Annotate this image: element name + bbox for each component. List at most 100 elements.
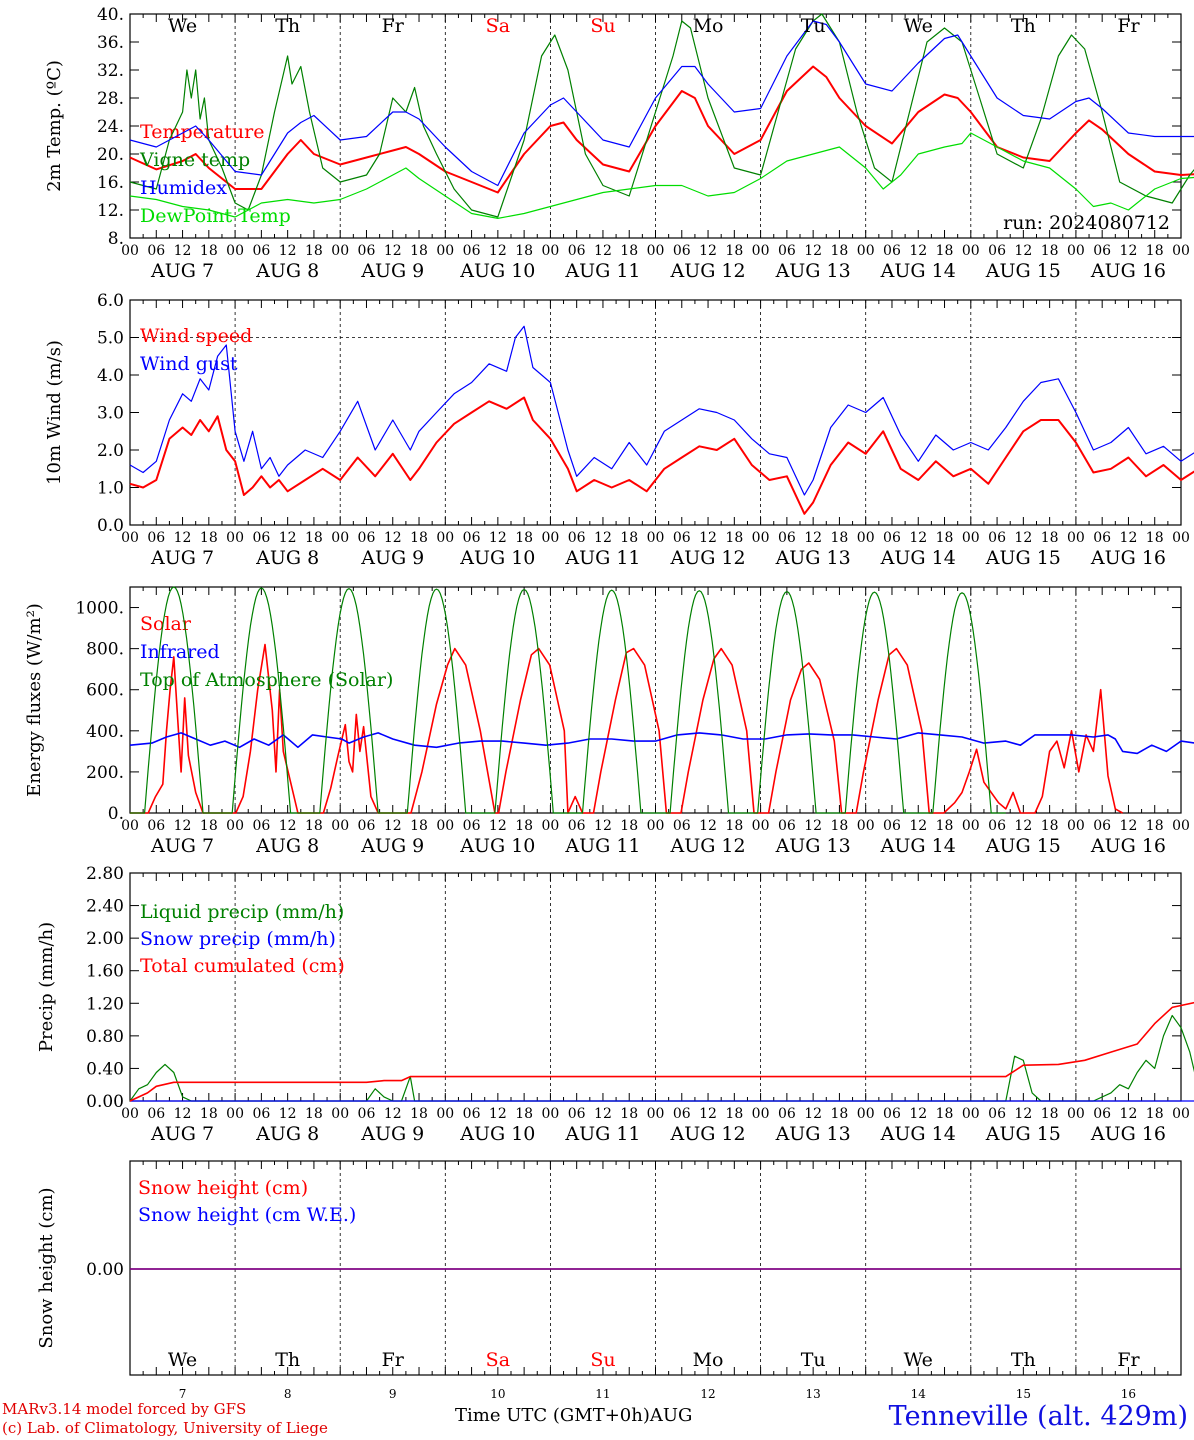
hour-tick-label: 06 bbox=[568, 1106, 586, 1122]
hour-tick-label: 06 bbox=[463, 530, 481, 546]
hour-tick-label: 06 bbox=[778, 1106, 796, 1122]
hour-tick-label: 00 bbox=[121, 1106, 139, 1122]
hour-tick-label: 12 bbox=[489, 243, 507, 259]
legend-item: Temperature bbox=[140, 121, 264, 143]
y-axis-label: Energy fluxes (W/m²) bbox=[24, 603, 45, 797]
hour-tick-label: 18 bbox=[410, 530, 428, 546]
hour-tick-label: 18 bbox=[1146, 243, 1164, 259]
panel-temperature: 8. 12. 16. 20. 24. 28. 32. 36. 40. 2m Temp. (ºC) 0… bbox=[44, 5, 1194, 282]
y-tick-label: 40. bbox=[97, 5, 124, 25]
panel-energy: 0. 200. 400. 600. 800. 1000. Energy fluxes (W/… bbox=[24, 586, 1194, 857]
hour-tick-label: 00 bbox=[331, 818, 349, 834]
date-label: AUG 13 bbox=[775, 835, 851, 857]
weekday-label: Su bbox=[590, 1349, 615, 1371]
hour-tick-label: 18 bbox=[515, 1106, 533, 1122]
hour-tick-label: 12 bbox=[909, 243, 927, 259]
hour-tick-label: 18 bbox=[1041, 818, 1059, 834]
hour-tick-label: 12 bbox=[909, 530, 927, 546]
y-tick-label: 24. bbox=[97, 117, 124, 137]
y-tick-label: 0.00 bbox=[86, 1092, 124, 1112]
legend-item: DewPoint Temp bbox=[140, 205, 291, 227]
series-line-infrared bbox=[129, 732, 1194, 755]
date-label: AUG 12 bbox=[669, 260, 745, 282]
legend-item: Liquid precip (mm/h) bbox=[140, 901, 344, 923]
legend-item: Snow precip (mm/h) bbox=[140, 928, 336, 950]
hour-tick-label: 00 bbox=[436, 530, 454, 546]
hour-tick-label: 18 bbox=[725, 1106, 743, 1122]
day-number-label: 11 bbox=[595, 1387, 610, 1401]
hour-tick-label: 06 bbox=[568, 530, 586, 546]
hour-tick-label: 06 bbox=[988, 243, 1006, 259]
hour-tick-label: 18 bbox=[620, 243, 638, 259]
legend-item: Vigne temp bbox=[139, 149, 250, 171]
hour-tick-label: 18 bbox=[725, 530, 743, 546]
hour-tick-label: 12 bbox=[1120, 243, 1138, 259]
hour-tick-label: 12 bbox=[909, 818, 927, 834]
hour-tick-label: 06 bbox=[883, 243, 901, 259]
hour-tick-label: 18 bbox=[1146, 1106, 1164, 1122]
weekday-label: Fr bbox=[1117, 15, 1140, 37]
hour-tick-label: 06 bbox=[1093, 1106, 1111, 1122]
y-tick-label: 600. bbox=[86, 681, 124, 701]
hour-tick-label: 12 bbox=[699, 243, 717, 259]
hour-tick-label: 12 bbox=[384, 530, 402, 546]
hour-tick-label: 06 bbox=[988, 818, 1006, 834]
hour-tick-label: 06 bbox=[358, 818, 376, 834]
date-label: AUG 9 bbox=[360, 835, 424, 857]
hour-tick-label: 00 bbox=[1067, 1106, 1085, 1122]
hour-tick-label: 06 bbox=[252, 818, 270, 834]
hour-tick-label: 00 bbox=[541, 818, 559, 834]
series-line-vigne-temp bbox=[129, 13, 1194, 218]
date-label: AUG 10 bbox=[459, 547, 535, 569]
hour-tick-label: 18 bbox=[1146, 818, 1164, 834]
hour-tick-label: 06 bbox=[252, 1106, 270, 1122]
y-tick-label: 200. bbox=[86, 763, 124, 783]
day-number-label: 12 bbox=[700, 1387, 715, 1401]
hour-tick-label: 12 bbox=[1120, 818, 1138, 834]
weekday-label: We bbox=[168, 1349, 197, 1371]
y-tick-label: 800. bbox=[86, 640, 124, 660]
hour-tick-label: 00 bbox=[1172, 818, 1190, 834]
hour-tick-label: 18 bbox=[200, 243, 218, 259]
hour-tick-label: 06 bbox=[147, 1106, 165, 1122]
hour-tick-label: 18 bbox=[831, 818, 849, 834]
hour-tick-label: 06 bbox=[358, 243, 376, 259]
hour-tick-label: 06 bbox=[568, 243, 586, 259]
hour-tick-label: 00 bbox=[226, 818, 244, 834]
hour-tick-label: 00 bbox=[436, 243, 454, 259]
legend-item: Infrared bbox=[140, 641, 220, 663]
weekday-label: Sa bbox=[486, 1349, 510, 1371]
hour-tick-label: 12 bbox=[279, 243, 297, 259]
panel-wind: 0.0 1.0 2.0 3.0 4.0 5.0 6.0 10m Wind (m/s) 00 06 1… bbox=[44, 291, 1194, 569]
weekday-label: Tu bbox=[801, 1349, 826, 1371]
date-label: AUG 12 bbox=[669, 1123, 745, 1145]
series-line-wind-speed bbox=[129, 396, 1194, 515]
hour-tick-label: 00 bbox=[752, 243, 770, 259]
date-label: AUG 14 bbox=[880, 1123, 956, 1145]
day-number-label: 10 bbox=[490, 1387, 505, 1401]
date-label: AUG 16 bbox=[1090, 1123, 1166, 1145]
panel-precip: 0.00 0.40 0.80 1.20 1.60 2.00 2.40 2.80 Precip (… bbox=[36, 864, 1194, 1145]
hour-tick-label: 00 bbox=[857, 818, 875, 834]
hour-tick-label: 18 bbox=[1041, 243, 1059, 259]
hour-tick-label: 00 bbox=[647, 1106, 665, 1122]
hour-tick-label: 18 bbox=[1146, 530, 1164, 546]
hour-tick-label: 12 bbox=[174, 243, 192, 259]
hour-tick-label: 12 bbox=[174, 818, 192, 834]
hour-tick-label: 18 bbox=[305, 243, 323, 259]
date-label: AUG 9 bbox=[360, 547, 424, 569]
date-label: AUG 9 bbox=[360, 260, 424, 282]
hour-tick-label: 00 bbox=[647, 818, 665, 834]
hour-tick-label: 18 bbox=[936, 243, 954, 259]
y-tick-label: 2.0 bbox=[97, 441, 124, 461]
hour-tick-label: 06 bbox=[147, 818, 165, 834]
y-axis-label: Precip (mm/h) bbox=[36, 922, 57, 1052]
hour-tick-label: 06 bbox=[883, 1106, 901, 1122]
hour-tick-label: 12 bbox=[699, 1106, 717, 1122]
y-axis-label: Snow height (cm) bbox=[36, 1187, 57, 1348]
date-label: AUG 8 bbox=[255, 1123, 319, 1145]
hour-tick-label: 00 bbox=[541, 530, 559, 546]
hour-tick-label: 12 bbox=[1014, 1106, 1032, 1122]
date-label: AUG 9 bbox=[360, 1123, 424, 1145]
y-tick-label: 4.0 bbox=[97, 366, 124, 386]
